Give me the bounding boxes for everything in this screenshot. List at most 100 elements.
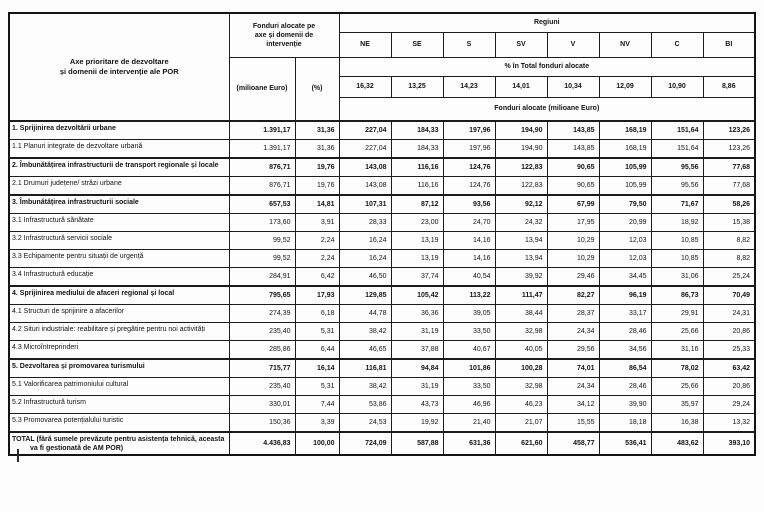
region-value-cell: 122,83 — [494, 176, 548, 196]
region-value-cell: 105,42 — [390, 285, 444, 305]
region-value-cell: 14,16 — [442, 249, 496, 268]
region-value-cell: 197,96 — [442, 120, 496, 140]
row-fund-meur: 1.391,17 — [228, 139, 296, 159]
region-value-cell: 94,84 — [390, 358, 444, 378]
region-value-cell: 28,33 — [338, 213, 392, 232]
region-value-cell: 20,99 — [598, 213, 652, 232]
region-value-cell: 38,42 — [338, 322, 392, 341]
row-fund-meur: 99,52 — [228, 231, 296, 250]
row-fund-pct: 19,76 — [294, 157, 340, 177]
table-row: 4. Sprijinirea mediului de afaceri regio… — [8, 285, 756, 305]
region-value-cell: 13,19 — [390, 231, 444, 250]
fund-alloc-label: Fonduri alocate (milioane Euro) — [338, 97, 756, 122]
row-label: 3.2 Infrastructură servicii sociale — [8, 231, 230, 250]
fund-column-header: Fonduri alocate pe axe și domenii de int… — [228, 12, 340, 58]
region-value-cell: 40,05 — [494, 340, 548, 360]
region-value-cell: 77,68 — [702, 176, 756, 196]
region-value-cell: 37,74 — [390, 267, 444, 287]
region-value-cell: 34,56 — [598, 340, 652, 360]
region-value-cell: 143,08 — [338, 157, 392, 177]
region-value-cell: 143,08 — [338, 176, 392, 196]
region-value-cell: 44,78 — [338, 304, 392, 323]
row-fund-meur: 1.391,17 — [228, 120, 296, 140]
region-value-cell: 24,31 — [702, 304, 756, 323]
table-header: Axe prioritare de dezvoltare și domenii … — [8, 12, 756, 122]
table-row: 5.1 Valorificarea patrimoniului cultural… — [8, 377, 756, 396]
region-value-cell: 25,66 — [650, 322, 704, 341]
region-value-cell: 10,29 — [546, 249, 600, 268]
region-value-cell: 16,24 — [338, 231, 392, 250]
region-value-cell: 23,00 — [390, 213, 444, 232]
region-value-cell: 71,67 — [650, 194, 704, 214]
table-row: 1. Sprijinirea dezvoltării urbane 1.391,… — [8, 120, 756, 140]
region-value-cell: 107,31 — [338, 194, 392, 214]
region-names-row: NE SE S SV V NV C BI — [9, 32, 756, 58]
region-value-cell: 12,03 — [598, 231, 652, 250]
row-fund-pct: 2,24 — [294, 249, 340, 268]
region-value-cell: 33,50 — [442, 377, 496, 396]
pct-total-value: 16,32 — [338, 76, 392, 98]
region-value-cell: 184,33 — [390, 120, 444, 140]
region-value-cell: 101,86 — [442, 358, 496, 378]
region-value-cell: 86,54 — [598, 358, 652, 378]
por-allocation-table: Axe prioritare de dezvoltare și domenii … — [8, 12, 757, 457]
pct-values-row: 16,32 13,25 14,23 14,01 10,34 12,09 10,90 8,86 — [9, 76, 756, 98]
region-value-cell: 53,86 — [338, 395, 392, 414]
region-value-cell: 393,10 — [702, 430, 756, 456]
row-fund-meur: 876,71 — [228, 176, 296, 196]
region-value-cell: 15,38 — [702, 213, 756, 232]
region-value-cell: 34,45 — [598, 267, 652, 287]
region-value-cell: 29,56 — [546, 340, 600, 360]
region-value-cell: 38,42 — [338, 377, 392, 396]
region-value-cell: 74,01 — [546, 358, 600, 378]
region-value-cell: 16,38 — [650, 413, 704, 433]
row-label: 5.2 Infrastructură turism — [8, 395, 230, 414]
row-fund-pct: 31,36 — [294, 139, 340, 159]
region-value-cell: 25,24 — [702, 267, 756, 287]
region-value-cell: 168,19 — [598, 139, 652, 159]
region-value-cell: 40,54 — [442, 267, 496, 287]
region-value-cell: 116,16 — [390, 157, 444, 177]
table-row: 4.1 Structuri de sprijinire a afacerilor… — [8, 304, 756, 323]
region-value-cell: 20,86 — [702, 322, 756, 341]
region-header-NE: NE — [338, 32, 392, 58]
region-value-cell: 39,92 — [494, 267, 548, 287]
region-value-cell: 28,46 — [598, 322, 652, 341]
region-value-cell: 483,62 — [650, 430, 704, 456]
region-value-cell: 536,41 — [598, 430, 652, 456]
region-value-cell: 587,88 — [390, 430, 444, 456]
table-row: 4.3 Microîntreprinderi 285,86 6,44 46,65… — [8, 340, 756, 360]
table-row: 2.1 Drumuri județene/ străzi urbane 876,… — [8, 176, 756, 196]
region-value-cell: 12,03 — [598, 249, 652, 268]
region-value-cell: 39,90 — [598, 395, 652, 414]
row-label: 5.1 Valorificarea patrimoniului cultural — [8, 377, 230, 396]
text-cursor-artifact — [17, 449, 19, 462]
region-value-cell: 197,96 — [442, 139, 496, 159]
row-fund-pct: 16,14 — [294, 358, 340, 378]
region-value-cell: 67,99 — [546, 194, 600, 214]
region-value-cell: 46,65 — [338, 340, 392, 360]
region-value-cell: 95,56 — [650, 157, 704, 177]
region-value-cell: 43,73 — [390, 395, 444, 414]
region-value-cell: 46,50 — [338, 267, 392, 287]
region-value-cell: 143,85 — [546, 120, 600, 140]
row-label: 3. Îmbunătățirea infrastructurii sociale — [8, 194, 230, 214]
region-value-cell: 36,36 — [390, 304, 444, 323]
pct-total-value: 13,25 — [390, 76, 444, 98]
region-value-cell: 35,97 — [650, 395, 704, 414]
row-label: TOTAL (fără sumele prevăzute pentru asis… — [8, 430, 230, 456]
region-value-cell: 39,05 — [442, 304, 496, 323]
row-fund-pct: 100,00 — [294, 430, 340, 456]
region-value-cell: 20,86 — [702, 377, 756, 396]
region-value-cell: 227,04 — [338, 120, 392, 140]
row-label: 4.1 Structuri de sprijinire a afacerilor — [8, 304, 230, 323]
region-value-cell: 8,82 — [702, 249, 756, 268]
pct-subheader: (%) — [294, 57, 340, 122]
region-value-cell: 124,76 — [442, 157, 496, 177]
region-value-cell: 227,04 — [338, 139, 392, 159]
region-value-cell: 25,33 — [702, 340, 756, 360]
row-fund-meur: 235,40 — [228, 377, 296, 396]
region-value-cell: 92,12 — [494, 194, 548, 214]
row-label: 4. Sprijinirea mediului de afaceri regio… — [8, 285, 230, 305]
row-fund-pct: 6,42 — [294, 267, 340, 287]
